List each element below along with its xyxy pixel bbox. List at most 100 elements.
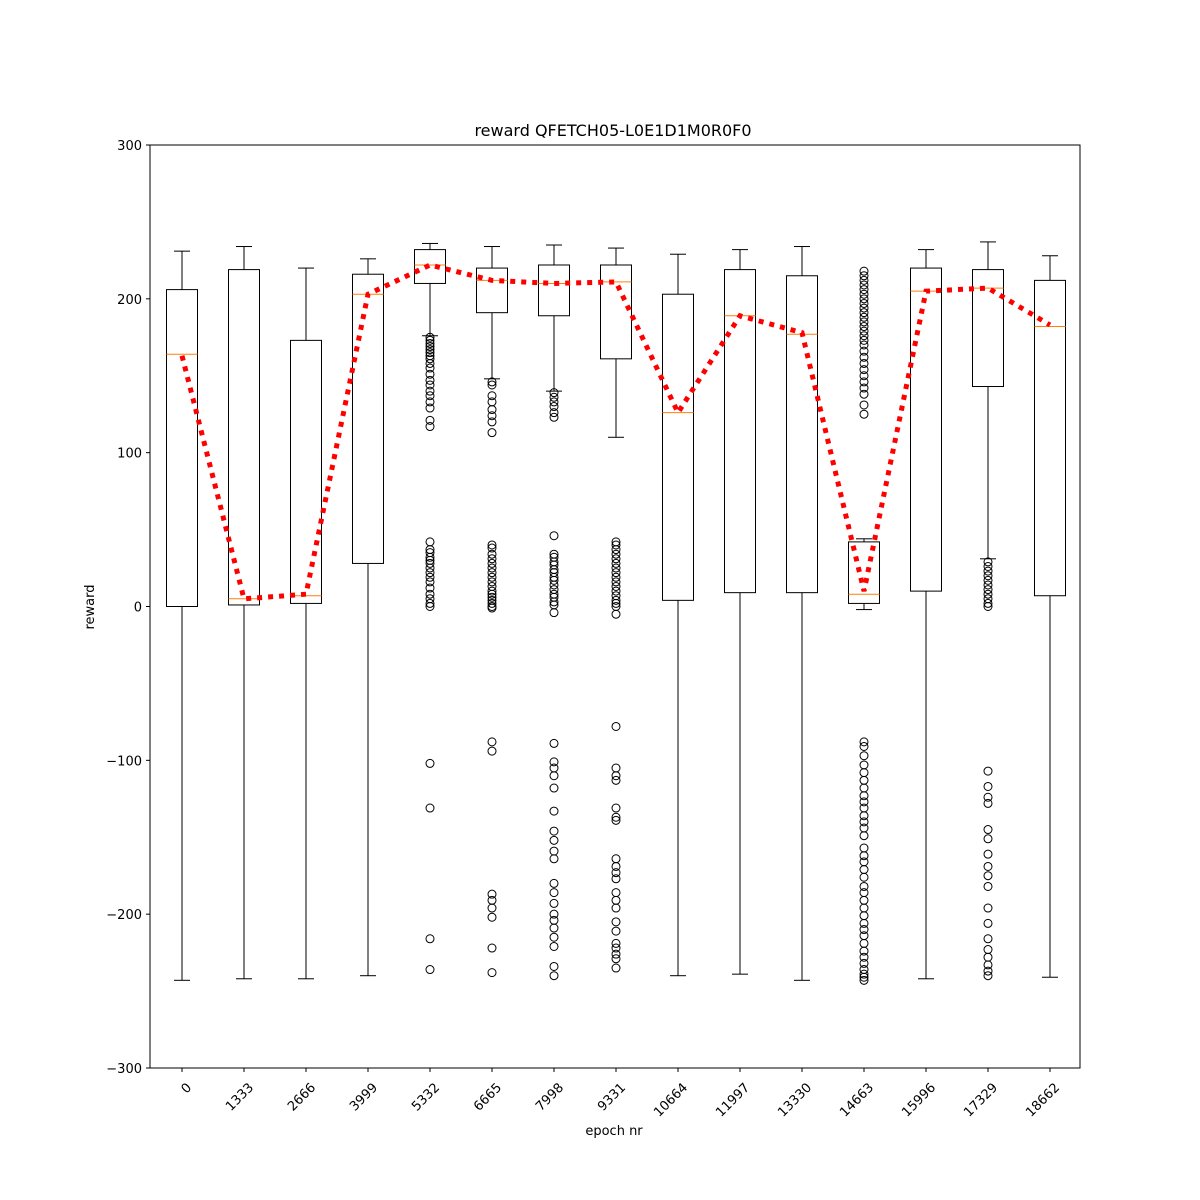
outlier-point	[487, 417, 497, 427]
outlier-point	[487, 428, 497, 438]
outlier-point	[859, 280, 869, 290]
outlier-point	[611, 568, 621, 578]
outlier-point	[611, 874, 621, 884]
outlier-point	[859, 872, 869, 882]
outlier-point	[549, 531, 559, 541]
box-iqr	[1034, 279, 1066, 597]
outlier-point	[859, 275, 869, 285]
outlier-point	[859, 881, 869, 891]
outlier-point	[611, 540, 621, 550]
outlier-point	[859, 389, 869, 399]
outlier-point	[983, 834, 993, 844]
box-iqr	[848, 541, 880, 604]
outlier-point	[487, 603, 497, 613]
y-tick-label: 200	[117, 293, 142, 308]
outlier-point	[425, 375, 435, 385]
box-group	[352, 258, 384, 977]
outlier-point	[487, 543, 497, 553]
outlier-point	[549, 783, 559, 793]
outlier-point	[983, 557, 993, 567]
outlier-point	[859, 271, 869, 281]
y-tick-label: 300	[117, 139, 142, 154]
outlier-point	[859, 811, 869, 821]
outlier-point	[425, 345, 435, 355]
outlier-point	[549, 402, 559, 412]
box-group	[972, 241, 1004, 981]
box-group	[228, 246, 260, 980]
outlier-point	[611, 868, 621, 878]
box-group	[600, 247, 632, 973]
y-tick-label: −100	[106, 754, 142, 769]
outlier-point	[983, 781, 993, 791]
outlier-point	[425, 403, 435, 413]
outlier-point	[983, 798, 993, 808]
outlier-point	[487, 737, 497, 747]
outlier-point	[859, 925, 869, 935]
outlier-point	[611, 815, 621, 825]
outlier-point	[549, 738, 559, 748]
outlier-point	[859, 969, 869, 979]
outlier-point	[611, 917, 621, 927]
outlier-point	[859, 958, 869, 968]
box-group	[414, 242, 446, 975]
outlier-point	[859, 737, 869, 747]
outlier-point	[859, 975, 869, 985]
outlier-point	[859, 741, 869, 751]
outlier-point	[425, 598, 435, 608]
outlier-point	[611, 545, 621, 555]
outlier-point	[549, 835, 559, 845]
outlier-point	[487, 889, 497, 899]
outlier-point	[611, 775, 621, 785]
outlier-point	[425, 363, 435, 373]
chart-title: reward QFETCH05-L0E1D1M0R0F0	[474, 121, 751, 140]
outlier-point	[859, 377, 869, 387]
box-iqr	[972, 269, 1004, 388]
outlier-point	[983, 849, 993, 859]
box-iqr	[290, 339, 322, 604]
outlier-point	[859, 322, 869, 332]
outlier-point	[983, 966, 993, 976]
outlier-point	[859, 952, 869, 962]
outlier-point	[859, 409, 869, 419]
outlier-point	[983, 580, 993, 590]
outlier-point	[859, 365, 869, 375]
box-iqr	[414, 249, 446, 284]
outlier-point	[549, 580, 559, 590]
outlier-point	[549, 961, 559, 971]
outlier-point	[983, 589, 993, 599]
box-iqr	[228, 269, 260, 606]
box-iqr	[352, 273, 384, 564]
outlier-point	[549, 806, 559, 816]
outlier-point	[611, 554, 621, 564]
outlier-point	[487, 577, 497, 587]
outlier-point	[425, 338, 435, 348]
outlier-point	[983, 871, 993, 881]
outlier-point	[983, 825, 993, 835]
outlier-point	[611, 803, 621, 813]
outlier-point	[425, 572, 435, 582]
outlier-point	[549, 412, 559, 422]
outlier-point	[487, 391, 497, 401]
outlier-point	[611, 598, 621, 608]
outlier-point	[611, 861, 621, 871]
outlier-point	[611, 563, 621, 573]
outlier-point	[983, 562, 993, 572]
outlier-point	[425, 342, 435, 352]
box-group	[724, 249, 756, 975]
outlier-point	[859, 918, 869, 928]
outlier-point	[983, 881, 993, 891]
outlier-point	[611, 577, 621, 587]
outlier-point	[611, 812, 621, 822]
outlier-point	[549, 392, 559, 402]
outlier-point	[859, 972, 869, 982]
outlier-point	[859, 335, 869, 345]
outlier-point	[425, 358, 435, 368]
outlier-point	[425, 934, 435, 944]
outlier-point	[859, 352, 869, 362]
outlier-point	[487, 746, 497, 756]
box-iqr	[538, 264, 570, 317]
outlier-point	[425, 558, 435, 568]
outlier-point	[859, 303, 869, 313]
box-group	[848, 266, 880, 985]
